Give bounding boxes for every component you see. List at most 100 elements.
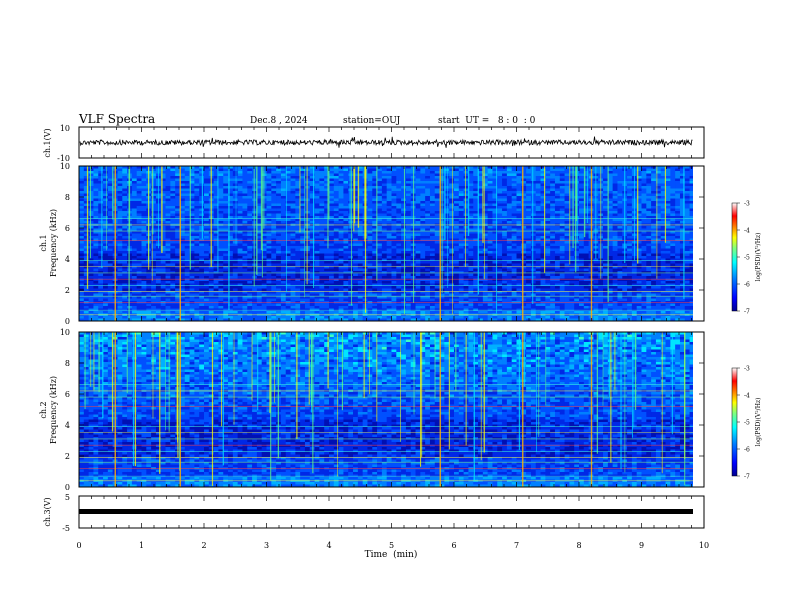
spec-cell bbox=[540, 193, 546, 197]
spec-cell bbox=[482, 206, 488, 209]
spec-cell bbox=[237, 243, 243, 247]
spec-cell bbox=[526, 176, 532, 179]
spec-cell bbox=[160, 233, 166, 237]
spec-cell bbox=[107, 218, 113, 222]
spec-cell bbox=[232, 236, 238, 239]
spec-cell bbox=[348, 243, 354, 247]
spec-cell bbox=[478, 208, 484, 212]
spec-cell bbox=[189, 203, 195, 207]
spec-cell bbox=[670, 186, 676, 189]
spec-cell bbox=[444, 176, 450, 179]
spec-cell bbox=[420, 238, 426, 242]
spec-cell bbox=[559, 248, 565, 252]
spec-cell bbox=[463, 251, 469, 254]
spec-cell bbox=[179, 253, 186, 257]
spec-cell bbox=[160, 171, 166, 174]
spec-cell bbox=[530, 176, 537, 179]
spec-cell bbox=[261, 238, 267, 242]
spec-cell bbox=[237, 226, 243, 229]
spec-cell bbox=[309, 221, 315, 224]
spec-cell bbox=[372, 241, 378, 244]
spec-cell bbox=[405, 201, 412, 204]
spec-cell bbox=[266, 201, 272, 204]
spec-cell bbox=[540, 228, 546, 232]
spec-cell bbox=[506, 168, 512, 172]
spec-cell bbox=[372, 236, 378, 239]
spec-cell bbox=[333, 171, 339, 174]
spec-cell bbox=[579, 196, 585, 199]
spec-cell bbox=[482, 181, 488, 184]
spec-cell bbox=[348, 236, 354, 239]
spec-cell bbox=[179, 193, 186, 197]
spec-cell bbox=[165, 248, 171, 252]
spec-cell bbox=[343, 231, 349, 234]
spec-cell bbox=[170, 226, 176, 229]
spec-cell bbox=[232, 216, 238, 219]
spec-cell bbox=[530, 218, 537, 222]
spec-cell bbox=[429, 248, 436, 252]
spec-cell bbox=[300, 176, 306, 179]
spec-cell bbox=[473, 218, 479, 222]
spec-cell bbox=[583, 201, 589, 204]
spec-cell bbox=[314, 193, 320, 197]
spec-cell bbox=[684, 238, 690, 242]
spec-cell bbox=[636, 243, 642, 247]
spec-cell bbox=[319, 171, 325, 174]
spec-cell bbox=[516, 191, 522, 194]
spec-cell bbox=[401, 251, 407, 254]
spec-cell bbox=[684, 256, 690, 259]
spec-cell bbox=[165, 191, 171, 194]
spec-cell bbox=[607, 168, 613, 172]
spec-cell bbox=[213, 221, 219, 224]
spec-cell bbox=[290, 258, 296, 262]
spec-cell bbox=[415, 198, 421, 202]
spec-cell bbox=[160, 221, 166, 224]
spec-cell bbox=[204, 168, 210, 172]
spec-cell bbox=[189, 181, 195, 184]
spec-cell bbox=[372, 198, 378, 202]
spec-cell bbox=[497, 221, 503, 224]
spec-cell bbox=[607, 166, 613, 169]
spec-cell bbox=[79, 176, 85, 179]
spec-cell bbox=[679, 198, 686, 202]
spec-cell bbox=[271, 233, 277, 237]
spec-cell bbox=[607, 186, 613, 189]
spec-cell bbox=[170, 231, 176, 234]
spec-cell bbox=[473, 173, 479, 177]
spec-cell bbox=[122, 196, 128, 199]
spec-cell bbox=[338, 211, 344, 214]
spec-cell bbox=[425, 208, 431, 212]
spec-cell bbox=[420, 191, 426, 194]
spec-cell bbox=[521, 246, 527, 249]
spec-cell bbox=[506, 206, 512, 209]
spec-cell bbox=[559, 198, 565, 202]
spec-cell bbox=[329, 231, 335, 234]
spec-cell bbox=[603, 203, 609, 207]
spec-cell bbox=[675, 216, 681, 219]
spec-cell bbox=[579, 173, 585, 177]
spec-cell bbox=[425, 226, 431, 229]
spec-cell bbox=[603, 221, 609, 224]
spec-cell bbox=[117, 173, 123, 177]
spec-cell bbox=[679, 248, 686, 252]
spec-cell bbox=[429, 241, 436, 244]
spec-cell bbox=[247, 218, 253, 222]
spec-cell bbox=[521, 208, 527, 212]
spec-cell bbox=[429, 191, 436, 194]
spec-cell bbox=[314, 236, 320, 239]
spec-cell bbox=[179, 228, 186, 232]
spec-cell bbox=[583, 228, 589, 232]
spec-cell bbox=[276, 186, 282, 189]
spec-cell bbox=[141, 221, 147, 224]
spec-cell bbox=[377, 218, 383, 222]
spec-cell bbox=[309, 213, 315, 217]
spec-cell bbox=[401, 243, 407, 247]
spec-cell bbox=[175, 248, 181, 252]
spec-cell bbox=[554, 226, 561, 229]
spec-cell bbox=[93, 198, 99, 202]
spec-cell bbox=[367, 218, 373, 222]
spec-cell bbox=[179, 201, 186, 204]
spec-cell bbox=[468, 196, 474, 199]
spec-cell bbox=[242, 256, 248, 259]
spec-cell bbox=[617, 206, 623, 209]
